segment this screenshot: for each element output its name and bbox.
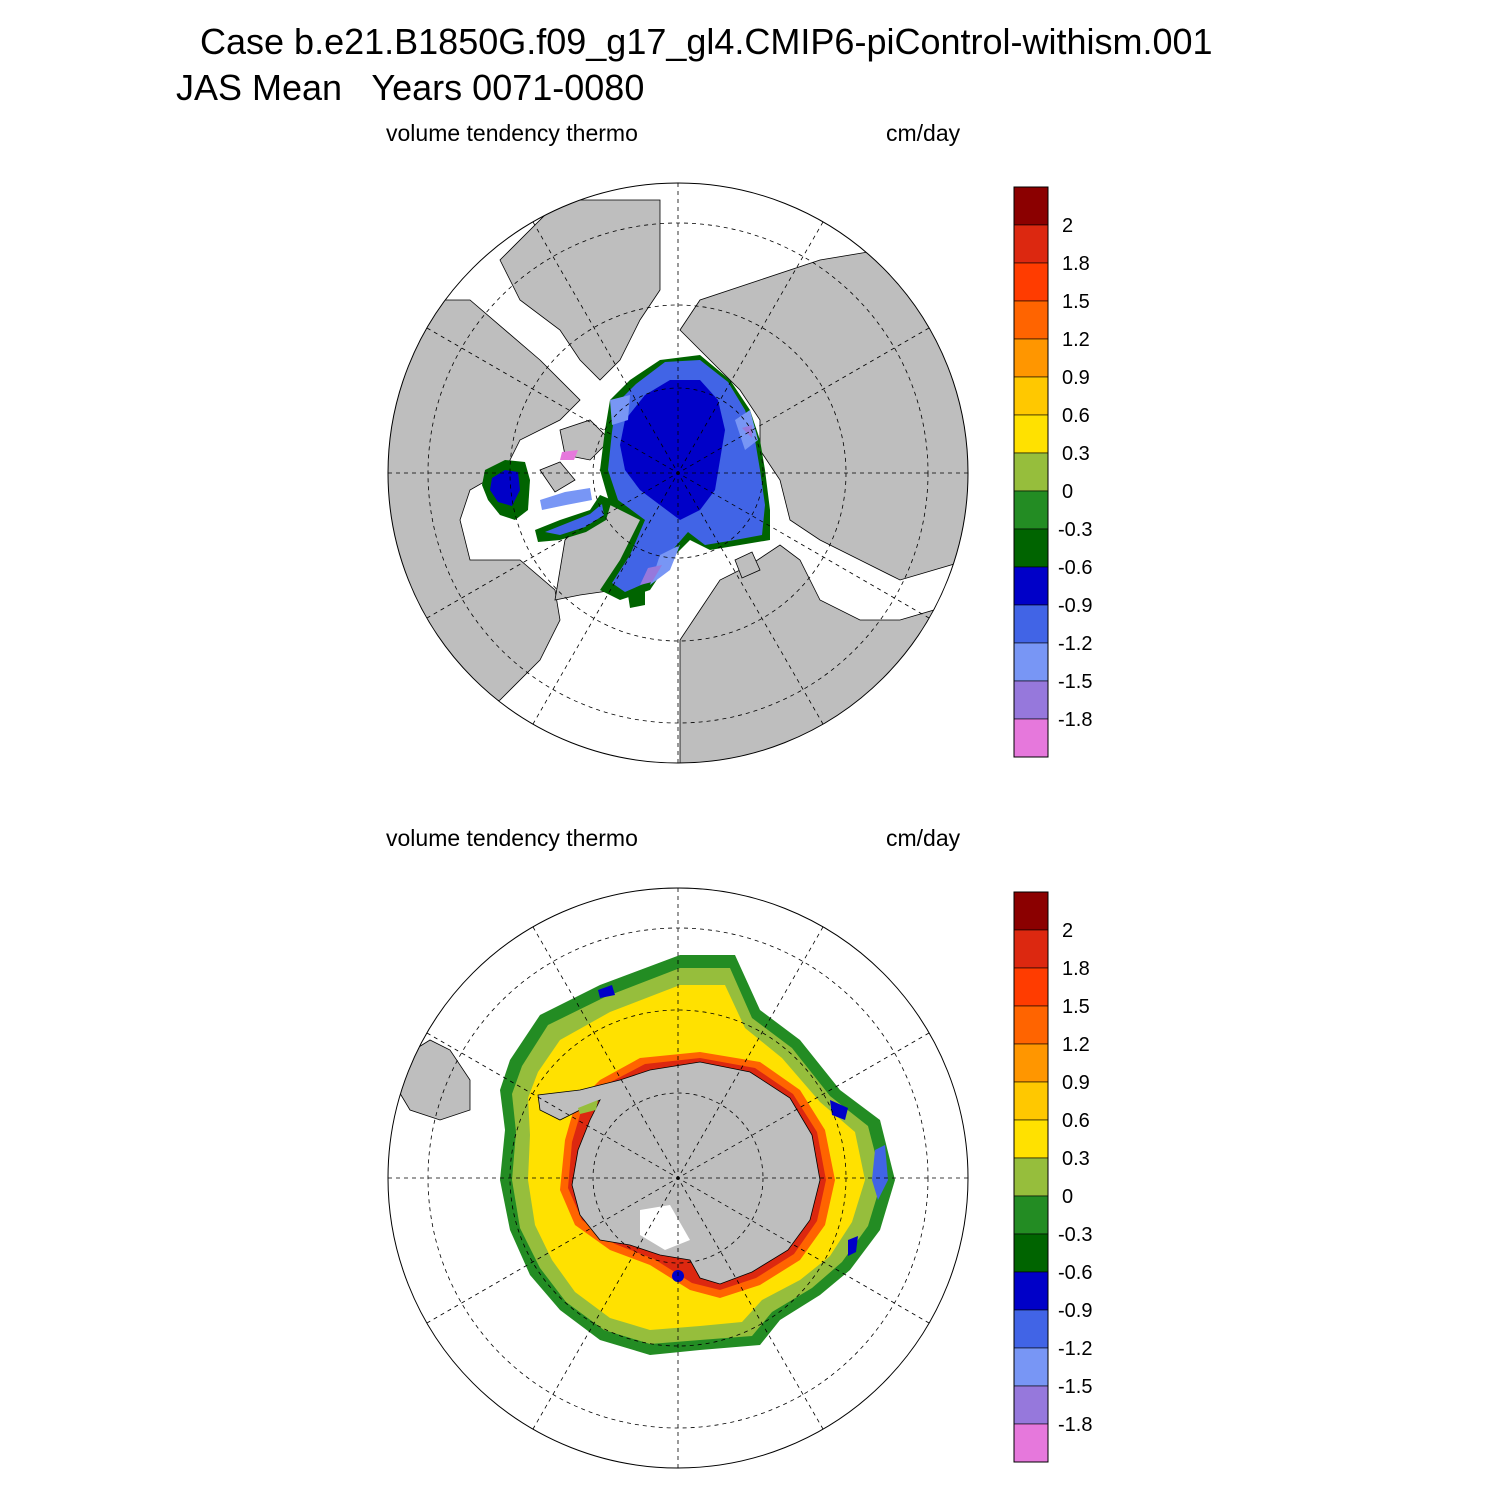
south-colorbar-swatch [1013, 1195, 1049, 1235]
north-colorbar-swatch [1013, 414, 1049, 454]
figure-subtitle: JAS Mean Years 0071-0080 [176, 67, 645, 108]
south-polar-map [387, 887, 969, 1469]
north-colorbar-swatch [1013, 718, 1049, 758]
south-colorbar-swatch [1013, 1119, 1049, 1159]
north-colorbar-swatch [1013, 262, 1049, 302]
north-colorbar-swatch [1013, 186, 1049, 226]
figure-title: Case b.e21.B1850G.f09_g17_gl4.CMIP6-piCo… [200, 21, 1213, 62]
south-colorbar-swatch [1013, 929, 1049, 969]
south-colorbar-tick-label: 2 [1062, 920, 1073, 942]
north-colorbar-swatch [1013, 566, 1049, 606]
south-colorbar-swatch [1013, 1423, 1049, 1463]
north-panel-units-label: cm/day [886, 120, 961, 146]
north-colorbar-outline [1013, 186, 1049, 758]
south-colorbar-tick-label: 1.5 [1062, 996, 1090, 1018]
south-colorbar-tick-label: -0.3 [1058, 1224, 1092, 1246]
south-colorbar-tick-label: -1.5 [1058, 1376, 1092, 1398]
north-colorbar-swatch [1013, 490, 1049, 530]
south-colorbar-swatch [1013, 891, 1049, 931]
south-map-content [397, 955, 895, 1355]
north-colorbar-swatch [1013, 528, 1049, 568]
south-colorbar-tick-label: 0 [1062, 1186, 1073, 1208]
north-colorbar-tick-label: -0.3 [1058, 519, 1092, 541]
north-panel-variable-label: volume tendency thermo [386, 120, 638, 146]
south-colorbar-tick-label: -0.9 [1058, 1300, 1092, 1322]
north-colorbar-swatch [1013, 642, 1049, 682]
north-colorbar-swatch [1013, 452, 1049, 492]
south-colorbar-tick-label: 1.8 [1062, 958, 1090, 980]
south-colorbar-swatch [1013, 1309, 1049, 1349]
north-colorbar-swatch [1013, 338, 1049, 378]
south-colorbar-tick-label: -1.8 [1058, 1414, 1092, 1436]
north-colorbar-swatch [1013, 300, 1049, 340]
south-graticule [388, 888, 968, 1468]
north-colorbar-swatch [1013, 376, 1049, 416]
north-map-border [387, 182, 969, 764]
south-colorbar-tick-label: -0.6 [1058, 1262, 1092, 1284]
south-colorbar-tick-label: -1.2 [1058, 1338, 1092, 1360]
south-colorbar-swatch [1013, 1233, 1049, 1273]
north-colorbar-swatch [1013, 224, 1049, 264]
south-colorbar: 2 1.8 1.5 1.2 0.9 0.6 0.3 0 -0.3 -0.6 -0.9 -1.2 -1.5… [1013, 891, 1092, 1463]
south-colorbar-swatch [1013, 1271, 1049, 1311]
north-colorbar-tick-label: 0 [1062, 481, 1073, 503]
south-colorbar-tick-label: 1.2 [1062, 1034, 1090, 1056]
north-polar-map [387, 182, 969, 764]
south-colorbar-outline [1013, 891, 1049, 1463]
north-colorbar: 2 1.8 1.5 1.2 0.9 0.6 0.3 0 -0.3 -0.6 -0.9 -1.2 -1.5… [1013, 186, 1092, 758]
south-colorbar-swatch [1013, 1347, 1049, 1387]
north-colorbar-tick-label: 0.9 [1062, 367, 1090, 389]
south-colorbar-tick-label: 0.6 [1062, 1110, 1090, 1132]
north-colorbar-tick-label: 0.6 [1062, 405, 1090, 427]
north-colorbar-swatch [1013, 604, 1049, 644]
south-colorbar-swatch [1013, 1005, 1049, 1045]
south-panel-units-label: cm/day [886, 825, 961, 851]
north-colorbar-tick-label: 0.3 [1062, 443, 1090, 465]
north-colorbar-tick-label: -1.2 [1058, 633, 1092, 655]
south-colorbar-swatch [1013, 967, 1049, 1007]
south-panel-variable-label: volume tendency thermo [386, 825, 638, 851]
north-graticule [388, 183, 968, 763]
south-colorbar-tick-label: 0.9 [1062, 1072, 1090, 1094]
north-colorbar-tick-label: 1.2 [1062, 329, 1090, 351]
north-colorbar-tick-label: -0.6 [1058, 557, 1092, 579]
north-colorbar-tick-label: 1.8 [1062, 253, 1090, 275]
south-colorbar-swatch [1013, 1157, 1049, 1197]
north-colorbar-tick-label: -1.8 [1058, 709, 1092, 731]
south-colorbar-swatch [1013, 1385, 1049, 1425]
south-colorbar-tick-label: 0.3 [1062, 1148, 1090, 1170]
south-map-border [387, 887, 969, 1469]
south-colorbar-swatch [1013, 1081, 1049, 1121]
north-colorbar-tick-label: 1.5 [1062, 291, 1090, 313]
north-colorbar-tick-label: -0.9 [1058, 595, 1092, 617]
south-colorbar-swatch [1013, 1043, 1049, 1083]
north-colorbar-tick-label: -1.5 [1058, 671, 1092, 693]
north-colorbar-swatch [1013, 680, 1049, 720]
north-colorbar-tick-label: 2 [1062, 215, 1073, 237]
